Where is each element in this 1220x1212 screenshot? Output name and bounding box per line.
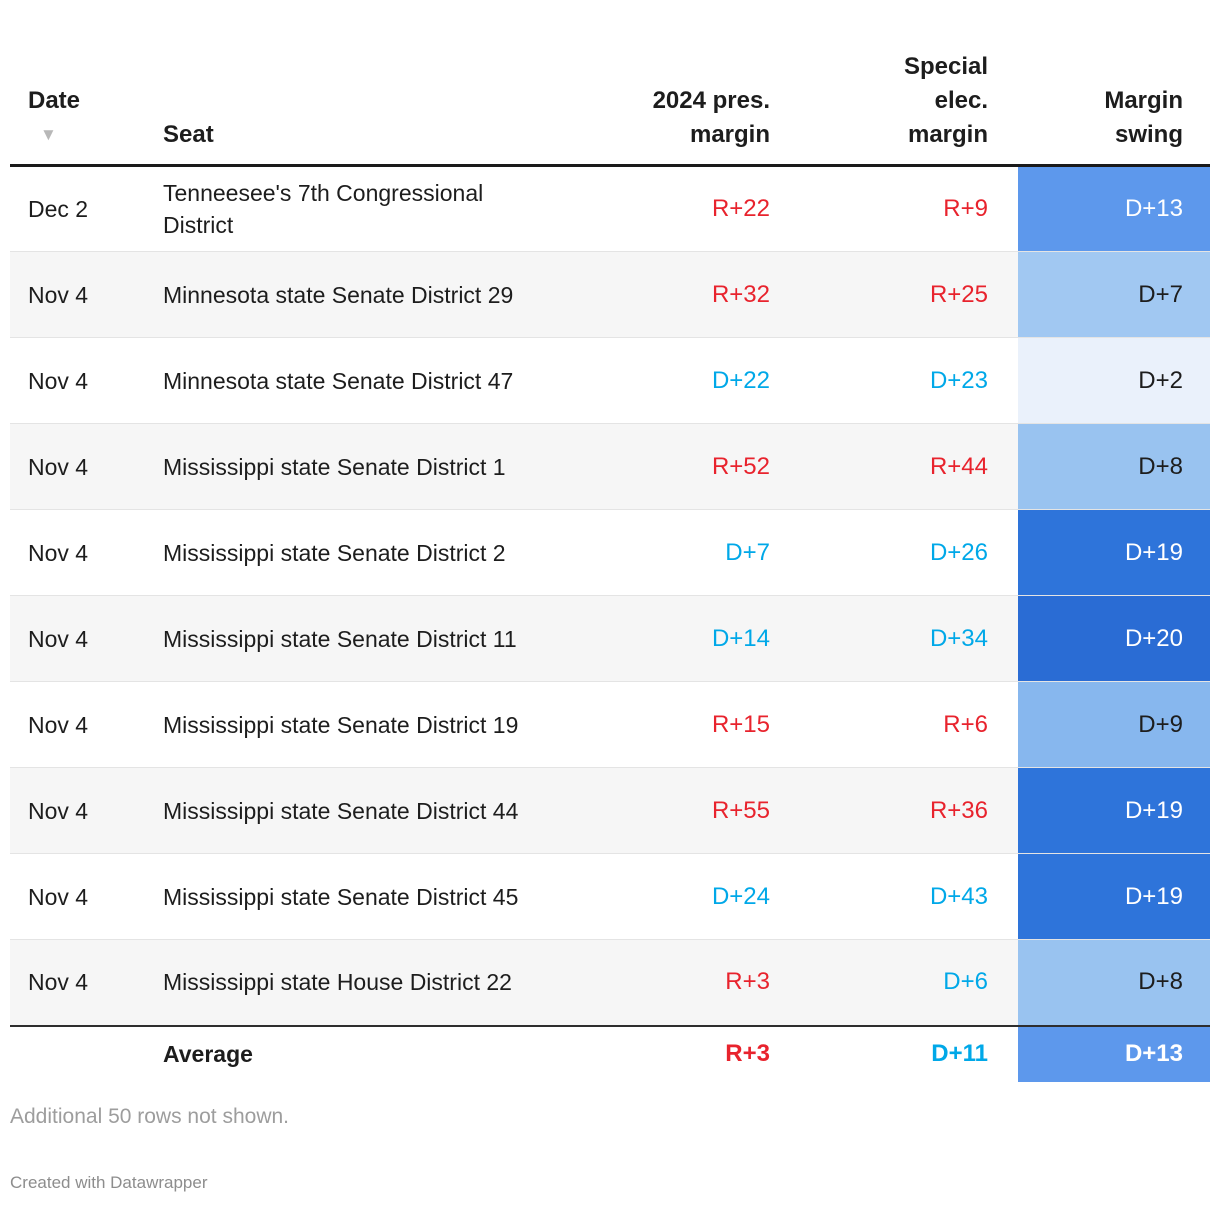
- table-header: Date ▼ Seat 2024 pres. margin Special el…: [10, 50, 1210, 167]
- table-row: Nov 4 Mississippi state Senate District …: [10, 595, 1210, 682]
- table-row: Nov 4 Mississippi state Senate District …: [10, 509, 1210, 596]
- margin-swing-cell: D+8: [1018, 939, 1210, 1026]
- pres-margin-cell: R+55: [590, 767, 770, 854]
- margin-swing-cell: D+7: [1018, 251, 1210, 338]
- average-row: Average R+3 D+11 D+13: [10, 1024, 1210, 1082]
- date-cell: [10, 1024, 163, 1082]
- rows-not-shown-note: Additional 50 rows not shown.: [10, 1104, 289, 1128]
- date-cell: Dec 2: [10, 165, 163, 252]
- pres-margin-cell: R+3: [590, 939, 770, 1026]
- column-header-pres-margin[interactable]: 2024 pres. margin: [590, 50, 770, 167]
- pres-margin-cell: D+22: [590, 337, 770, 424]
- column-header-seat[interactable]: Seat: [163, 50, 590, 167]
- table-row: Nov 4 Mississippi state Senate District …: [10, 423, 1210, 510]
- average-pres-margin-cell: R+3: [590, 1024, 770, 1082]
- seat-cell: Mississippi state Senate District 2: [163, 509, 590, 596]
- column-header-date-label: Date: [28, 87, 81, 114]
- table-row: Nov 4 Minnesota state Senate District 29…: [10, 251, 1210, 338]
- date-cell: Nov 4: [10, 423, 163, 510]
- special-margin-cell: D+34: [770, 595, 1018, 682]
- margin-swing-cell: D+2: [1018, 337, 1210, 424]
- pres-margin-cell: R+32: [590, 251, 770, 338]
- special-margin-cell: D+43: [770, 853, 1018, 940]
- table-body: Dec 2 Tenneesee's 7th Congressional Dist…: [10, 165, 1210, 1082]
- margin-swing-cell: D+19: [1018, 853, 1210, 940]
- special-margin-cell: R+6: [770, 681, 1018, 768]
- margin-swing-cell: D+8: [1018, 423, 1210, 510]
- special-margin-cell: R+44: [770, 423, 1018, 510]
- special-margin-cell: D+26: [770, 509, 1018, 596]
- table-row: Nov 4 Mississippi state Senate District …: [10, 681, 1210, 768]
- seat-cell: Mississippi state Senate District 1: [163, 423, 590, 510]
- date-cell: Nov 4: [10, 251, 163, 338]
- column-header-pres-line1: 2024 pres.: [652, 87, 770, 114]
- date-cell: Nov 4: [10, 595, 163, 682]
- special-elections-table: Date ▼ Seat 2024 pres. margin Special el…: [10, 50, 1210, 1082]
- column-header-margin-swing[interactable]: Margin swing: [1018, 50, 1210, 167]
- seat-cell: Mississippi state Senate District 11: [163, 595, 590, 682]
- seat-cell: Minnesota state Senate District 47: [163, 337, 590, 424]
- datawrapper-credit-link[interactable]: Created with Datawrapper: [10, 1172, 208, 1192]
- seat-cell: Mississippi state Senate District 19: [163, 681, 590, 768]
- table-row: Nov 4 Mississippi state House District 2…: [10, 939, 1210, 1026]
- pres-margin-cell: R+15: [590, 681, 770, 768]
- margin-swing-cell: D+20: [1018, 595, 1210, 682]
- column-header-seat-label: Seat: [163, 121, 214, 148]
- column-header-pres-line2: margin: [689, 121, 770, 148]
- column-header-spec-line1: Special: [903, 53, 988, 80]
- average-label-cell: Average: [163, 1024, 590, 1082]
- special-margin-cell: R+25: [770, 251, 1018, 338]
- seat-cell: Minnesota state Senate District 29: [163, 251, 590, 338]
- average-margin-swing-cell: D+13: [1018, 1024, 1210, 1082]
- margin-swing-cell: D+19: [1018, 509, 1210, 596]
- column-header-swing-line2: swing: [1114, 121, 1183, 148]
- pres-margin-cell: D+24: [590, 853, 770, 940]
- pres-margin-cell: R+52: [590, 423, 770, 510]
- header-row: Date ▼ Seat 2024 pres. margin Special el…: [10, 50, 1210, 167]
- seat-cell: Tenneesee's 7th Congressional District: [163, 165, 590, 252]
- average-special-margin-cell: D+11: [770, 1024, 1018, 1082]
- date-cell: Nov 4: [10, 681, 163, 768]
- column-header-special-margin[interactable]: Special elec. margin: [770, 50, 1018, 167]
- date-cell: Nov 4: [10, 939, 163, 1026]
- column-header-date[interactable]: Date ▼: [10, 50, 163, 167]
- margin-swing-cell: D+19: [1018, 767, 1210, 854]
- seat-cell: Mississippi state House District 22: [163, 939, 590, 1026]
- table-row: Nov 4 Mississippi state Senate District …: [10, 767, 1210, 854]
- pres-margin-cell: R+22: [590, 165, 770, 252]
- date-cell: Nov 4: [10, 853, 163, 940]
- seat-cell: Mississippi state Senate District 44: [163, 767, 590, 854]
- pres-margin-cell: D+14: [590, 595, 770, 682]
- margin-swing-cell: D+9: [1018, 681, 1210, 768]
- pres-margin-cell: D+7: [590, 509, 770, 596]
- margin-swing-cell: D+13: [1018, 165, 1210, 252]
- date-cell: Nov 4: [10, 767, 163, 854]
- column-header-spec-line2: elec.: [934, 87, 988, 114]
- sort-descending-icon: ▼: [40, 125, 57, 144]
- column-header-spec-line3: margin: [907, 121, 988, 148]
- table-row: Nov 4 Minnesota state Senate District 47…: [10, 337, 1210, 424]
- date-cell: Nov 4: [10, 337, 163, 424]
- special-margin-cell: R+36: [770, 767, 1018, 854]
- column-header-swing-line1: Margin: [1104, 87, 1183, 114]
- seat-cell: Mississippi state Senate District 45: [163, 853, 590, 940]
- special-margin-cell: D+23: [770, 337, 1018, 424]
- date-cell: Nov 4: [10, 509, 163, 596]
- special-margin-cell: R+9: [770, 165, 1018, 252]
- special-margin-cell: D+6: [770, 939, 1018, 1026]
- table-row: Nov 4 Mississippi state Senate District …: [10, 853, 1210, 940]
- table-row: Dec 2 Tenneesee's 7th Congressional Dist…: [10, 165, 1210, 252]
